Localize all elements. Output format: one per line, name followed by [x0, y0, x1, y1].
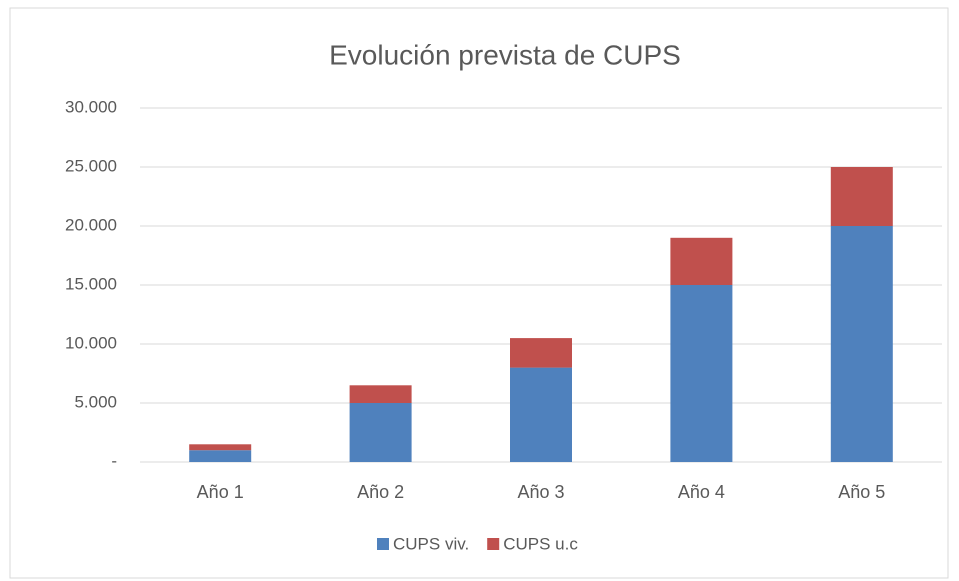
bar-segment — [510, 367, 572, 462]
y-tick-label: 15.000 — [65, 274, 117, 293]
bar-segment — [830, 226, 893, 462]
y-tick-label: 30.000 — [65, 97, 117, 116]
x-tick-label: Año 3 — [517, 482, 564, 502]
legend-label: CUPS viv. — [393, 534, 469, 553]
y-tick-label: 10.000 — [65, 333, 117, 352]
legend-swatch — [487, 538, 500, 550]
chart-title: Evolución prevista de CUPS — [329, 39, 681, 70]
x-tick-label: Año 1 — [197, 482, 244, 502]
bar-segment — [189, 444, 252, 451]
bar-segment — [670, 285, 733, 462]
bar-segment — [349, 403, 412, 462]
x-tick-label: Año 4 — [678, 482, 725, 502]
y-tick-label: 25.000 — [65, 156, 117, 175]
y-tick-label: 5.000 — [74, 392, 117, 411]
bar-segment — [670, 237, 733, 285]
legend-label: CUPS u.c — [503, 534, 578, 553]
bar-segment — [349, 385, 412, 403]
bar-segment — [189, 450, 252, 462]
x-tick-label: Año 2 — [357, 482, 404, 502]
bar-segment — [830, 167, 893, 226]
x-tick-label: Año 5 — [838, 482, 885, 502]
y-tick-label: 20.000 — [65, 215, 117, 234]
legend-swatch — [377, 538, 389, 550]
bar-segment — [510, 338, 572, 368]
chart-frame — [9, 7, 949, 579]
y-tick-label: - — [111, 451, 117, 470]
